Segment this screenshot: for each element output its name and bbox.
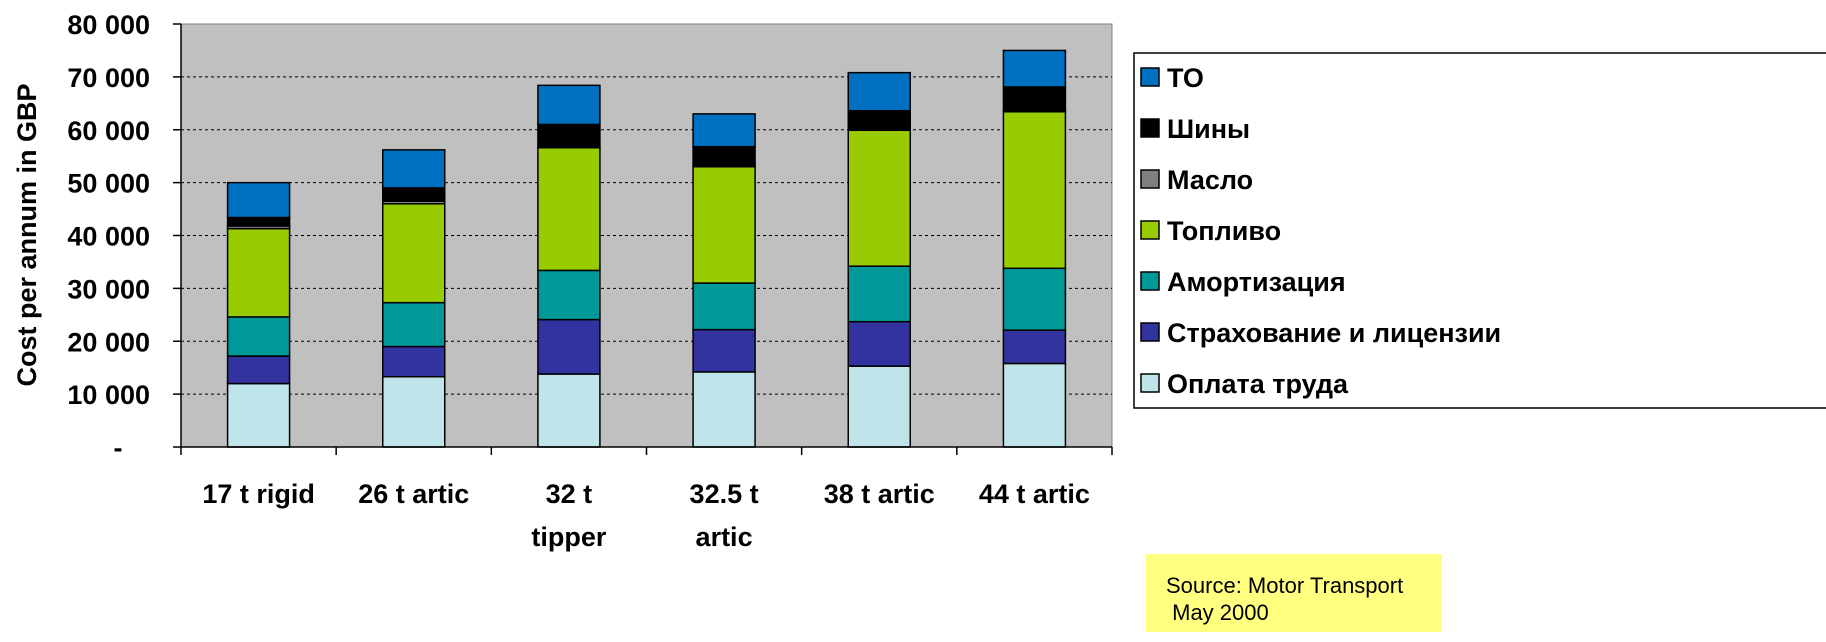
bar-segment bbox=[1002, 86, 1067, 111]
y-tick-label: 30 000 bbox=[67, 274, 150, 304]
y-tick-label: 80 000 bbox=[67, 10, 150, 40]
bar-segment bbox=[692, 145, 756, 166]
legend-swatch bbox=[1140, 373, 1160, 393]
source-line-1: Source: Motor Transport bbox=[1166, 573, 1404, 598]
x-tick-label: 32 t bbox=[546, 479, 593, 509]
bar-segment bbox=[537, 123, 601, 147]
legend: ТО Шины Масло Топливо Амортизация Страхование… bbox=[1133, 52, 1826, 409]
gridlines bbox=[181, 76, 1112, 395]
bar-segment bbox=[226, 216, 291, 227]
y-tick-label: 70 000 bbox=[67, 63, 150, 93]
legend-label: Масло bbox=[1167, 165, 1253, 195]
legend-label: Страхование и лицензии bbox=[1167, 318, 1501, 348]
x-tick-label: tipper bbox=[531, 522, 606, 552]
legend-swatch bbox=[1140, 322, 1160, 342]
bar-segment bbox=[382, 375, 446, 448]
bar-segment bbox=[847, 320, 911, 367]
y-tick-label: 60 000 bbox=[67, 116, 150, 146]
x-tick-label: 38 t artic bbox=[824, 479, 935, 509]
bar-segment bbox=[226, 382, 291, 448]
bar-segment bbox=[1002, 111, 1067, 270]
bar-segment bbox=[847, 109, 911, 130]
axes bbox=[173, 23, 1113, 455]
legend-swatch bbox=[1140, 271, 1160, 291]
bar-segment bbox=[847, 365, 911, 448]
bar-segment bbox=[847, 129, 911, 267]
bar-segment bbox=[692, 113, 756, 148]
legend-swatch bbox=[1140, 67, 1160, 87]
bar-segment bbox=[537, 146, 601, 272]
legend-swatch bbox=[1140, 118, 1160, 138]
legend-items: ТО Шины Масло Топливо Амортизация Страхование… bbox=[1140, 63, 1501, 399]
bar-segment bbox=[382, 345, 446, 378]
x-tick-label: 32.5 t bbox=[690, 479, 759, 509]
y-tick-label: 10 000 bbox=[67, 380, 150, 410]
bar-segment bbox=[382, 203, 446, 304]
bar-segment bbox=[692, 166, 756, 284]
bar-segment bbox=[1002, 362, 1067, 448]
bar-segment bbox=[537, 269, 601, 321]
x-tick-label: 44 t artic bbox=[979, 479, 1090, 509]
bar-segment bbox=[692, 371, 756, 448]
bar-segment bbox=[847, 265, 911, 323]
legend-label: Топливо bbox=[1167, 216, 1281, 246]
legend-label: Оплата труда bbox=[1167, 369, 1349, 399]
bar-segment bbox=[1002, 267, 1067, 331]
x-tick-labels: 17 t rigid 26 t artic 32 t tipper 32.5 t arti… bbox=[202, 479, 1090, 552]
bar-segment bbox=[226, 181, 291, 219]
bar-segment bbox=[382, 301, 446, 348]
bar-segment bbox=[382, 149, 446, 189]
bar-segment bbox=[1002, 329, 1067, 365]
x-tick-label: 26 t artic bbox=[358, 479, 469, 509]
bar-segment bbox=[692, 328, 756, 373]
bar-segment bbox=[537, 373, 601, 448]
bar-segment bbox=[226, 355, 291, 385]
legend-box bbox=[1133, 52, 1826, 409]
legend-swatch bbox=[1140, 169, 1160, 189]
bars bbox=[226, 49, 1067, 448]
bar-segment bbox=[537, 84, 601, 126]
y-tick-labels: - 10 000 20 000 30 000 40 000 50 000 60 000 70 … bbox=[67, 10, 150, 463]
source-note: Source: Motor Transport May 2000 bbox=[1146, 554, 1442, 632]
bar-segment bbox=[226, 316, 291, 357]
legend-label: Шины bbox=[1167, 114, 1250, 144]
bar-segment bbox=[692, 282, 756, 331]
bar-segment bbox=[537, 318, 601, 375]
legend-swatch bbox=[1140, 220, 1160, 240]
source-line-2: May 2000 bbox=[1166, 600, 1269, 625]
bar-segment bbox=[382, 187, 446, 202]
bar-segment bbox=[226, 227, 291, 318]
y-axis-label: Cost per annum in GBP bbox=[12, 83, 42, 386]
y-tick-label: 40 000 bbox=[67, 222, 150, 252]
legend-label: Амортизация bbox=[1167, 267, 1346, 297]
y-tick-label: - bbox=[114, 433, 123, 463]
legend-label: ТО bbox=[1167, 63, 1204, 93]
x-tick-label: artic bbox=[696, 522, 753, 552]
bar-segment bbox=[1002, 49, 1067, 88]
y-tick-label: 50 000 bbox=[67, 169, 150, 199]
y-tick-label: 20 000 bbox=[67, 327, 150, 357]
x-tick-label: 17 t rigid bbox=[202, 479, 315, 509]
bar-segment bbox=[847, 71, 911, 112]
